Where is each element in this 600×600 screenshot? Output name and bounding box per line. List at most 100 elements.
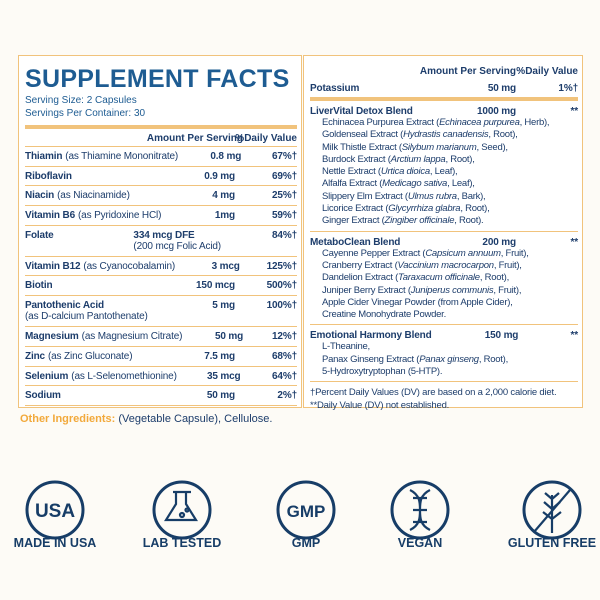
ingredient-latin: Panax ginseng [419,353,479,365]
amount-value: 4 mg [212,190,235,202]
nutrient-name: Biotin [25,280,165,291]
amount: 50 mg [165,390,235,401]
ingredient-latin: Juniperus communis [410,284,494,296]
ingredient-rest: , Fruit), [500,247,529,259]
ingredient-text: Goldenseal Extract ( [322,129,404,141]
dv-header: %Daily Value [516,66,578,77]
ingredient-rest: , Leaf), [447,178,475,190]
daily-value: 25%† [272,190,297,202]
ingredient-text: 5-Hydroxytryptophan (5-HTP). [322,366,443,378]
ingredient-text: Burdock Extract ( [322,153,391,165]
ingredient-rest: , Fruit), [493,284,522,296]
nutrient-row: Zinc (as Zinc Gluconate) 7.5 mg 68%† [25,347,297,367]
source: (as Thiamine Mononitrate) [65,151,179,162]
ingredient-latin: Ulmus rubra [407,190,457,202]
nutrient-name: Sodium [25,390,165,401]
amount: 150 mcg [165,280,235,291]
amount-value: 5 mg [212,300,235,312]
ingredient: Alfalfa Extract (Medicago sativa, Leaf), [310,178,578,190]
ingredient-rest: , Leaf), [429,166,458,178]
name: Magnesium [25,331,79,343]
footnotes: †Percent Daily Values (DV) are based on … [310,382,578,412]
name: Thiamin [25,151,63,162]
blend-dv: ** [570,236,579,248]
amount-value: 50 mg [487,83,516,94]
ingredient-latin: Medicago sativa [382,178,448,190]
ingredient-latin: Silybum marianum [401,141,477,153]
ingredient-rest: , Fruit), [493,259,522,271]
ingredient-latin: Glycyrrhiza glabra [388,203,461,215]
ingredient: Burdock Extract (Arctium lappa, Root), [310,154,578,166]
amount-note: (200 mcg Folic Acid) [133,240,221,252]
badge-label: VEGAN [398,536,442,550]
ingredient-latin: Hydrastis canadensis [403,129,489,141]
ingredient: Milk Thistle Extract (Silybum marianum, … [310,142,578,154]
other-text: (Vegetable Capsule), Cellulose. [118,413,273,425]
footnote: **Daily Value (DV) not established. [310,399,450,411]
nutrient-row: Pantothenic Acid (as D-calcium Pantothena… [25,296,297,328]
blend-header: Emotional Harmony Blend 150 mg ** [310,328,578,341]
ingredient-text: Slippery Elm Extract ( [322,190,408,202]
ingredient-text: L-Theanine, [322,341,370,353]
other-ingredients: Other Ingredients: (Vegetable Capsule), C… [20,413,272,425]
daily-value: 2%† [277,390,297,402]
source: (as Niacinamide) [57,190,130,202]
name: Pantothenic Acid [25,300,104,312]
daily-value: 12%† [272,331,297,343]
amount: 7.5 mg [165,351,235,362]
table-header: Amount Per Serving %Daily Value [25,129,297,147]
ingredient: Licorice Extract (Glycyrrhiza glabra, Ro… [310,203,578,215]
ingredient-text: Licorice Extract ( [322,203,389,215]
ingredient-text: Creatine Monohydrate Powder. [322,309,446,321]
name: Selenium [25,370,69,382]
ingredient-rest: , Bark), [456,190,486,202]
amount: 50 mg [426,83,516,94]
blend-header: MetaboClean Blend 200 mg ** [310,235,578,248]
name: Zinc [25,350,45,362]
right-panel: Amount Per Serving %Daily Value Potassium 5… [303,55,583,411]
name: Potassium [310,83,360,94]
blend-name: LiverVital Detox Blend [310,106,413,117]
ingredient-text: Alfalfa Extract ( [322,178,383,190]
badges: USA GMP MADE IN USA LAB TESTED GMP VEGAN… [14,480,596,550]
nutrient-row: Biotin 150 mcg 500%† [25,276,297,297]
daily-value: 59%† [272,210,297,222]
nutrient-name: Zinc (as Zinc Gluconate) [25,351,165,362]
title: SUPPLEMENT FACTS [25,65,290,93]
amount-value: 150 mcg [196,280,235,292]
ingredient: Goldenseal Extract (Hydrastis canadensis… [310,129,578,141]
ingredient-text: Ginger Extract ( [322,215,385,227]
servings-per-container: Servings Per Container: 30 [25,108,146,119]
nutrient-row: Selenium (as L-Selenomethionine) 35 mcg 64%… [25,367,297,387]
ingredient: Nettle Extract (Urtica dioica, Leaf), [310,166,578,178]
nutrient-row: Vitamin B6 (as Pyridoxine HCl) 1mg 59%† [25,206,297,226]
ingredient-rest: , Root), [478,353,508,365]
amount-value: 7.5 mg [204,350,235,362]
blend-name: Emotional Harmony Blend [310,330,432,342]
blend-dv: ** [570,106,579,117]
source: (as Zinc Gluconate) [47,350,133,362]
nutrient-row: Sodium 50 mg 2%† [25,386,297,406]
nutrient-name: Potassium [310,83,426,94]
ingredient-rest: , Root). [454,215,484,227]
blend: LiverVital Detox Blend 1000 mg ** Echinacea… [310,101,578,232]
amount-value: 35 mcg [206,370,241,382]
name: Riboflavin [25,170,72,182]
ingredient-rest: , Root), [445,153,475,165]
daily-value: 1%† [558,83,578,94]
name: Biotin [25,280,53,292]
amount: 5 mg [165,300,235,311]
amount-value: 1mg [214,210,235,222]
badge-icon: USA [35,501,75,522]
ingredient-text: Nettle Extract ( [322,166,381,178]
ingredient-text: Milk Thistle Extract ( [322,141,402,153]
ingredient-latin: Capsicum annuum [425,247,501,259]
ingredient-text: Panax Ginseng Extract ( [322,353,420,365]
blend: MetaboClean Blend 200 mg ** Cayenne Pepper … [310,232,578,326]
nutrient-name: Folate [25,230,133,241]
ingredient: Cayenne Pepper Extract (Capsicum annuum,… [310,248,578,260]
blend-amount: 200 mg [482,236,516,248]
ingredient-rest: , Herb), [519,117,550,128]
ingredient-text: Cranberry Extract ( [322,259,398,271]
daily-value: 67%† [272,151,297,162]
